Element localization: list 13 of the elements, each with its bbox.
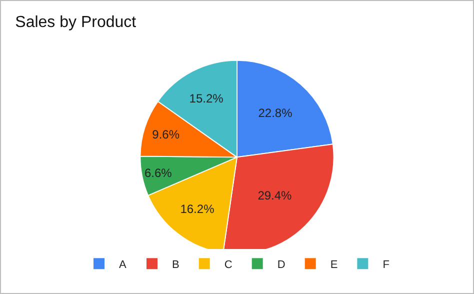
data-label: 22.8%	[258, 106, 293, 120]
legend-label: A	[119, 258, 127, 271]
legend-label: E	[330, 258, 338, 271]
legend-label: C	[224, 258, 232, 271]
data-label: 9.6%	[152, 127, 180, 142]
legend-label: B	[172, 258, 180, 271]
data-label: 15.2%	[189, 91, 224, 106]
chart-title: Sales by Product	[15, 14, 137, 31]
legend-label: D	[277, 258, 286, 271]
legend-label: F	[382, 258, 390, 271]
data-label: 16.2%	[180, 202, 215, 216]
data-label: 29.4%	[258, 188, 292, 202]
data-label: 6.6%	[144, 166, 172, 180]
